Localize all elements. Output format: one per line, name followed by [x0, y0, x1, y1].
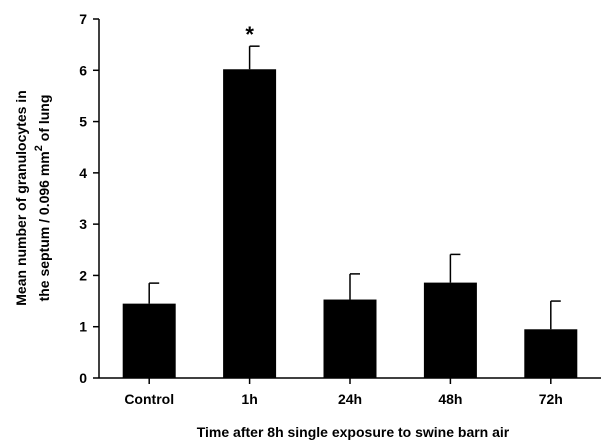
y-tick-label: 5 [79, 114, 87, 130]
y-tick-label: 0 [79, 370, 87, 386]
significance-marker: * [245, 22, 254, 47]
x-axis-title: Time after 8h single exposure to swine b… [197, 424, 510, 440]
y-tick-label: 3 [79, 216, 87, 232]
y-axis-title-line1: Mean number of granulocytes in [13, 90, 29, 305]
bar-48h [423, 282, 477, 378]
x-tick-label-control: Control [124, 391, 174, 407]
x-tick-label-24h: 24h [338, 391, 362, 407]
y-axis-title-line2: the septum / 0.096 mm2 of lung [33, 95, 52, 302]
bar-24h [323, 299, 377, 378]
bar-control [122, 303, 176, 378]
x-tick-label-72h: 72h [539, 391, 563, 407]
y-tick-label: 2 [79, 267, 87, 283]
y-tick-label: 7 [79, 11, 87, 27]
bar-1h [223, 69, 277, 378]
x-tick-label-1h: 1h [241, 391, 257, 407]
y-axis-title-superscript: 2 [33, 145, 45, 151]
y-tick-label: 4 [79, 165, 87, 181]
x-tick-label-48h: 48h [438, 391, 462, 407]
y-tick-label: 1 [79, 319, 87, 335]
y-axis-title-line2-suffix: of lung [36, 95, 52, 146]
y-axis-title-line2-prefix: the septum / 0.096 mm [36, 151, 52, 301]
bar-72h [524, 329, 578, 378]
y-tick-label: 6 [79, 62, 87, 78]
